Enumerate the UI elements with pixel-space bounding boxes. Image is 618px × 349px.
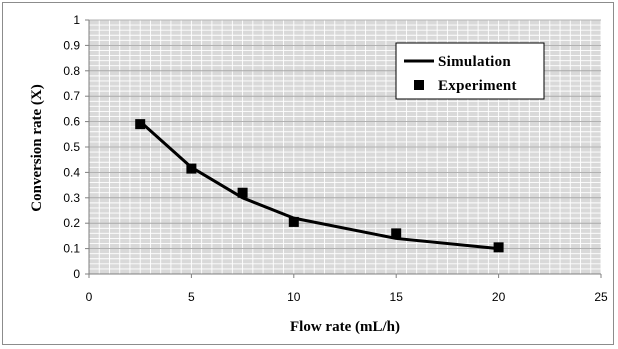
y-tick-label: 0.8 (63, 64, 80, 78)
y-tick-label: 0.3 (63, 191, 80, 205)
y-tick-label: 0 (73, 267, 80, 281)
data-point-experiment (237, 187, 248, 198)
series (135, 119, 504, 253)
x-axis-title: Flow rate (mL/h) (290, 319, 400, 335)
y-tick-label: 0.1 (63, 242, 80, 256)
x-tick-label: 10 (287, 290, 301, 304)
legend-square-symbol (414, 80, 424, 90)
series-line-simulation (139, 120, 499, 251)
legend-box (395, 42, 545, 100)
legend-label: Simulation (438, 54, 511, 70)
legend: Simulation Experiment (395, 42, 545, 100)
y-tick-label: 0.6 (63, 115, 80, 129)
y-tick-label: 0.5 (63, 140, 80, 154)
legend-label: Experiment (438, 78, 517, 94)
x-tick-label: 0 (86, 290, 93, 304)
x-tick-label: 25 (594, 290, 608, 304)
data-point-experiment (493, 242, 504, 253)
data-point-experiment (186, 163, 197, 174)
data-point-experiment (288, 216, 299, 227)
y-tick-label: 0.4 (63, 165, 80, 179)
y-tick-label: 1 (73, 13, 80, 27)
y-axis-title: Conversion rate (X) (29, 84, 45, 211)
y-tick-label: 0.9 (63, 38, 80, 52)
x-tick-label: 5 (188, 290, 195, 304)
axes: 00.10.20.30.40.50.60.70.80.910 5 10 15 20 25 (63, 13, 608, 304)
data-point-experiment (135, 119, 146, 130)
x-tick-label: 15 (390, 290, 404, 304)
data-point-experiment (391, 228, 402, 239)
y-tick-label: 0.2 (63, 216, 80, 230)
y-tick-label: 0.7 (63, 89, 80, 103)
x-tick-label: 20 (492, 290, 506, 304)
